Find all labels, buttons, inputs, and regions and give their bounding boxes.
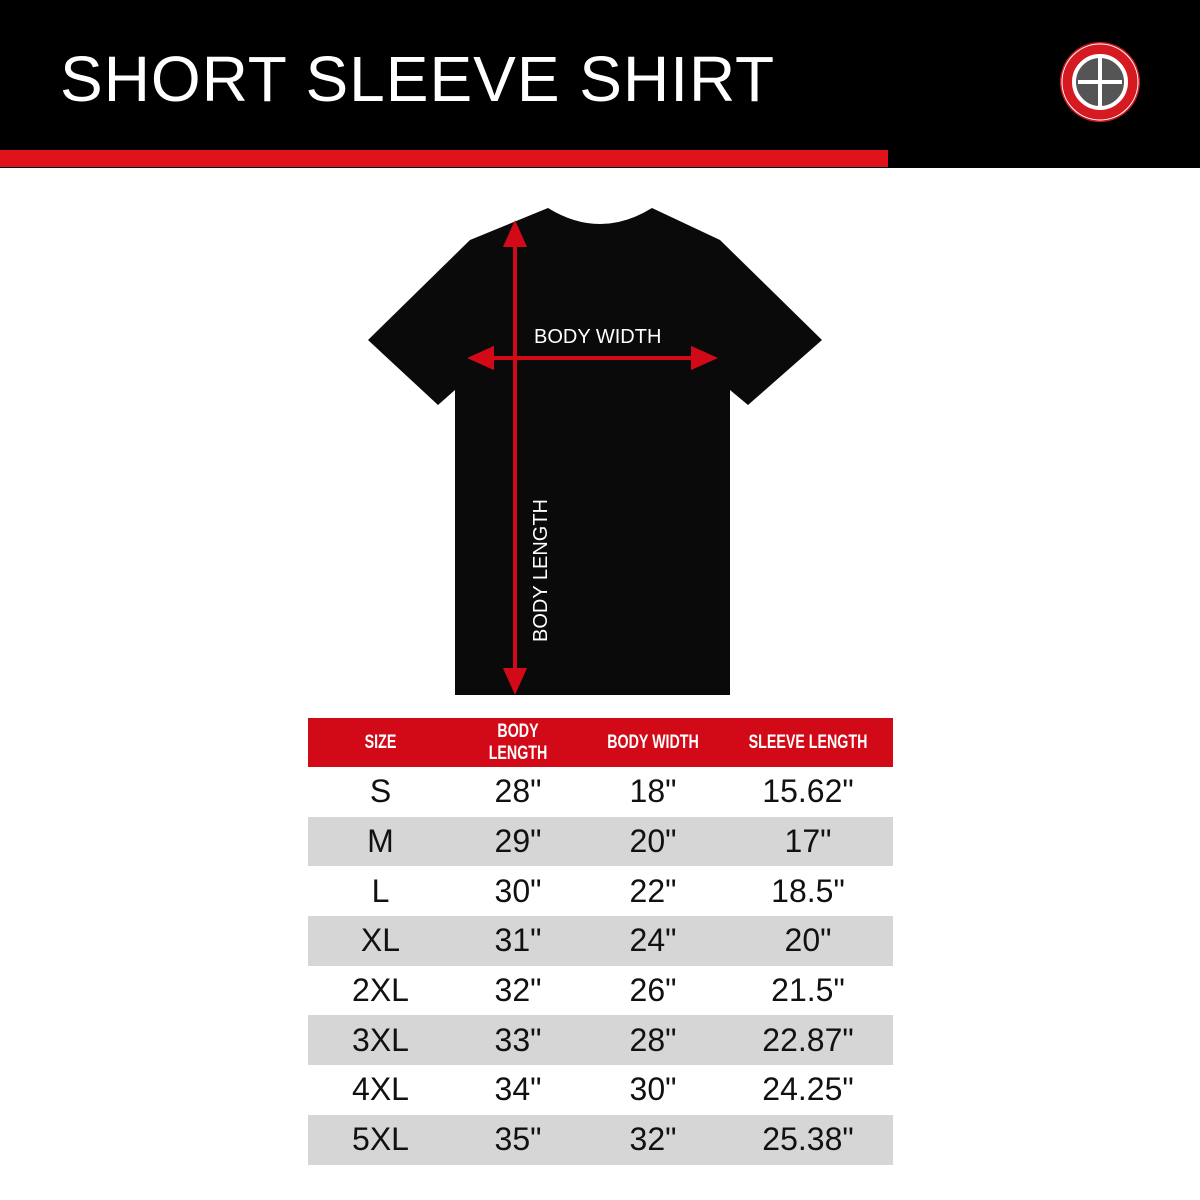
table-row: S 28" 18" 15.62" bbox=[308, 767, 893, 817]
table-cell: 15.62" bbox=[762, 773, 854, 810]
header-band bbox=[0, 0, 1200, 168]
table-cell: 30" bbox=[629, 1071, 677, 1108]
table-cell: 29" bbox=[494, 823, 542, 860]
body-width-label: BODY WIDTH bbox=[534, 326, 661, 348]
table-header: SIZE BODY LENGTH BODY WIDTH SLEEVE LENGT… bbox=[308, 718, 893, 767]
table-cell: 2XL bbox=[352, 972, 409, 1009]
table-cell: 24" bbox=[629, 922, 677, 959]
table-cell: 30" bbox=[494, 872, 542, 909]
table-row: M 29" 20" 17" bbox=[308, 816, 893, 867]
column-header: SLEEVE LENGTH bbox=[748, 731, 868, 753]
table-cell: 4XL bbox=[352, 1071, 409, 1108]
table-row: 3XL 33" 28" 22.87" bbox=[308, 1015, 893, 1066]
table-cell: 31" bbox=[494, 922, 542, 959]
table-cell: 17" bbox=[784, 823, 832, 860]
column-header: SIZE bbox=[364, 731, 397, 753]
table-cell: 22" bbox=[629, 872, 677, 909]
table-cell: 22.87" bbox=[762, 1021, 854, 1058]
table-cell: 32" bbox=[629, 1121, 677, 1158]
table-cell: 20" bbox=[629, 823, 677, 860]
table-row: XL 31" 24" 20" bbox=[308, 916, 893, 966]
table-cell: XL bbox=[360, 922, 401, 959]
table-cell: 33" bbox=[494, 1021, 542, 1058]
table-cell: 18" bbox=[629, 773, 677, 810]
table-row: 5XL 35" 32" 25.38" bbox=[308, 1114, 893, 1165]
table-cell: 18.5" bbox=[771, 872, 845, 909]
red-accent-bar bbox=[0, 150, 888, 167]
table-cell: 28" bbox=[494, 773, 542, 810]
brand-logo-icon bbox=[1060, 42, 1140, 122]
table-cell: 35" bbox=[494, 1121, 542, 1158]
column-header: BODY LENGTH bbox=[488, 720, 548, 764]
table-cell: 24.25" bbox=[762, 1071, 854, 1108]
table-cell: 25.38" bbox=[762, 1121, 854, 1158]
page-title: SHORT SLEEVE SHIRT bbox=[60, 43, 776, 115]
table-row: 4XL 34" 30" 24.25" bbox=[308, 1065, 893, 1115]
table-cell: 26" bbox=[629, 972, 677, 1009]
table-cell: M bbox=[367, 823, 394, 860]
column-header: BODY WIDTH bbox=[607, 731, 699, 753]
table-cell: L bbox=[371, 872, 390, 909]
table-cell: 5XL bbox=[352, 1121, 409, 1158]
table-cell: 3XL bbox=[352, 1021, 409, 1058]
table-cell: 20" bbox=[784, 922, 832, 959]
table-cell: S bbox=[369, 773, 392, 810]
shirt-diagram: BODY WIDTH BODY LENGTH bbox=[368, 208, 822, 695]
tshirt-shape bbox=[368, 208, 822, 695]
table-row: L 30" 22" 18.5" bbox=[308, 866, 893, 916]
table-cell: 28" bbox=[629, 1021, 677, 1058]
body-length-label: BODY LENGTH bbox=[530, 499, 552, 642]
table-cell: 34" bbox=[494, 1071, 542, 1108]
table-cell: 32" bbox=[494, 972, 542, 1009]
table-row: 2XL 32" 26" 21.5" bbox=[308, 966, 893, 1016]
size-chart-table: SIZE BODY LENGTH BODY WIDTH SLEEVE LENGT… bbox=[308, 718, 893, 1165]
table-cell: 21.5" bbox=[771, 972, 845, 1009]
